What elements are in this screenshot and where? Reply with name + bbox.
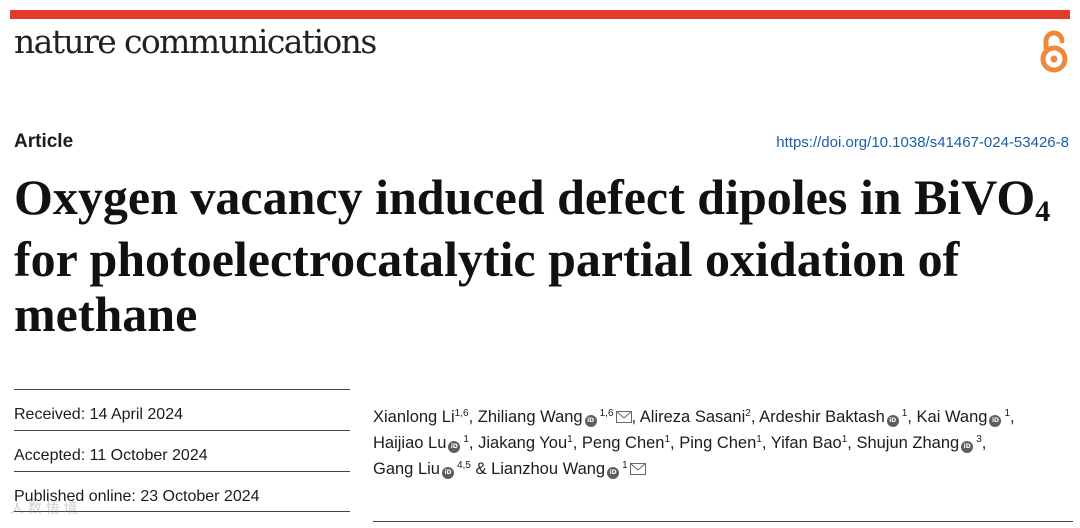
author-separator: , <box>468 408 474 426</box>
publication-dates: Received: 14 April 2024 Accepted: 11 Oct… <box>14 389 350 512</box>
author-affiliation: 1 <box>463 434 469 445</box>
author-name[interactable]: Ping Chen <box>679 434 757 452</box>
author-affiliation: 4,5 <box>456 460 471 471</box>
author-name[interactable]: Alireza Sasani <box>639 408 746 426</box>
author-entry: Kai Wang iD1, <box>916 408 1015 427</box>
orcid-icon[interactable]: iD <box>961 441 974 453</box>
author-separator: , <box>907 408 912 426</box>
author-affiliation: 1 <box>841 434 848 445</box>
open-lock-icon <box>1040 30 1068 73</box>
author-affiliation: 1 <box>901 408 908 419</box>
author-separator: , <box>631 408 637 426</box>
orcid-icon[interactable]: iD <box>886 415 899 427</box>
author-entry: Shujun Zhang iD3, <box>856 434 987 453</box>
author-affiliation: 1 <box>756 434 762 445</box>
author-separator: , <box>981 434 987 452</box>
author-list: Xianlong Li1,6, Zhiliang Wang iD1,6, Alir… <box>373 404 1073 482</box>
author-name[interactable]: Xianlong Li <box>373 408 455 426</box>
author-affiliation: 1 <box>1004 408 1011 419</box>
author-affiliation: 1 <box>567 434 573 445</box>
author-entry: Jiakang You1, <box>478 434 577 452</box>
journal-accent-bar <box>10 10 1070 19</box>
orcid-icon[interactable]: iD <box>989 415 1002 427</box>
title-part-2: for photoelectrocatalytic partial oxidat… <box>14 231 960 342</box>
accepted-date: Accepted: 11 October 2024 <box>14 430 350 471</box>
published-date: Published online: 23 October 2024 <box>14 471 350 512</box>
author-separator: , <box>670 434 675 452</box>
journal-name[interactable]: nature communications <box>14 22 377 61</box>
author-affiliation: 2 <box>745 408 751 419</box>
author-separator: , <box>572 434 578 452</box>
orcid-icon[interactable]: iD <box>448 441 461 453</box>
received-date: Received: 14 April 2024 <box>14 389 350 430</box>
orcid-icon[interactable]: iD <box>441 467 454 479</box>
author-entry: Xianlong Li1,6, <box>373 408 473 426</box>
author-separator: , <box>847 434 852 452</box>
author-separator: , <box>468 434 474 452</box>
author-affiliation: 1,6 <box>599 408 614 419</box>
author-entry: Yifan Bao1, <box>771 434 852 452</box>
author-name[interactable]: Peng Chen <box>581 434 665 452</box>
author-entry: Zhiliang Wang iD1,6, <box>477 408 637 427</box>
title-subscript: 4 <box>1035 195 1051 228</box>
author-affiliation: 1 <box>622 460 628 471</box>
author-entry: Alireza Sasani2, <box>640 408 756 426</box>
author-name[interactable]: Lianzhou Wang <box>491 460 606 478</box>
author-entry: Peng Chen1, <box>582 434 675 452</box>
author-separator: , <box>750 408 756 426</box>
author-name[interactable]: Shujun Zhang <box>856 434 960 452</box>
author-affiliation: 1 <box>664 434 671 445</box>
author-name[interactable]: Jiakang You <box>478 434 568 452</box>
author-name[interactable]: Ardeshir Baktash <box>759 408 885 426</box>
author-name[interactable]: Zhiliang Wang <box>477 408 583 426</box>
author-affiliation: 1,6 <box>454 408 469 419</box>
author-entry: Ardeshir Baktash iD1, <box>759 408 912 427</box>
orcid-icon[interactable]: iD <box>607 467 620 479</box>
orcid-icon[interactable]: iD <box>584 415 597 427</box>
email-icon[interactable] <box>629 463 646 475</box>
article-type-label: Article <box>14 131 74 152</box>
author-name[interactable]: Gang Liu <box>373 460 440 478</box>
title-part-1: Oxygen vacancy induced defect dipoles in… <box>14 169 1036 225</box>
author-separator: & <box>470 460 487 478</box>
author-name[interactable]: Yifan Bao <box>770 434 842 452</box>
article-title: Oxygen vacancy induced defect dipoles in… <box>14 170 1074 342</box>
author-affiliation: 3 <box>976 434 982 445</box>
doi-link[interactable]: https://doi.org/10.1038/s41467-024-53426… <box>776 134 1069 151</box>
divider <box>373 521 1073 522</box>
author-name[interactable]: Haijiao Lu <box>373 434 447 452</box>
author-name[interactable]: Kai Wang <box>916 408 988 426</box>
author-entry: Ping Chen1, <box>679 434 766 452</box>
author-entry: Lianzhou Wang iD1 <box>491 460 646 479</box>
author-entry: Haijiao Lu iD1, <box>373 434 474 453</box>
watermark: 人 数 悟 境 <box>10 500 78 516</box>
author-separator: , <box>761 434 767 452</box>
email-icon[interactable] <box>615 411 632 423</box>
author-entry: Gang Liu iD4,5 & <box>373 460 487 479</box>
author-separator: , <box>1010 408 1015 426</box>
